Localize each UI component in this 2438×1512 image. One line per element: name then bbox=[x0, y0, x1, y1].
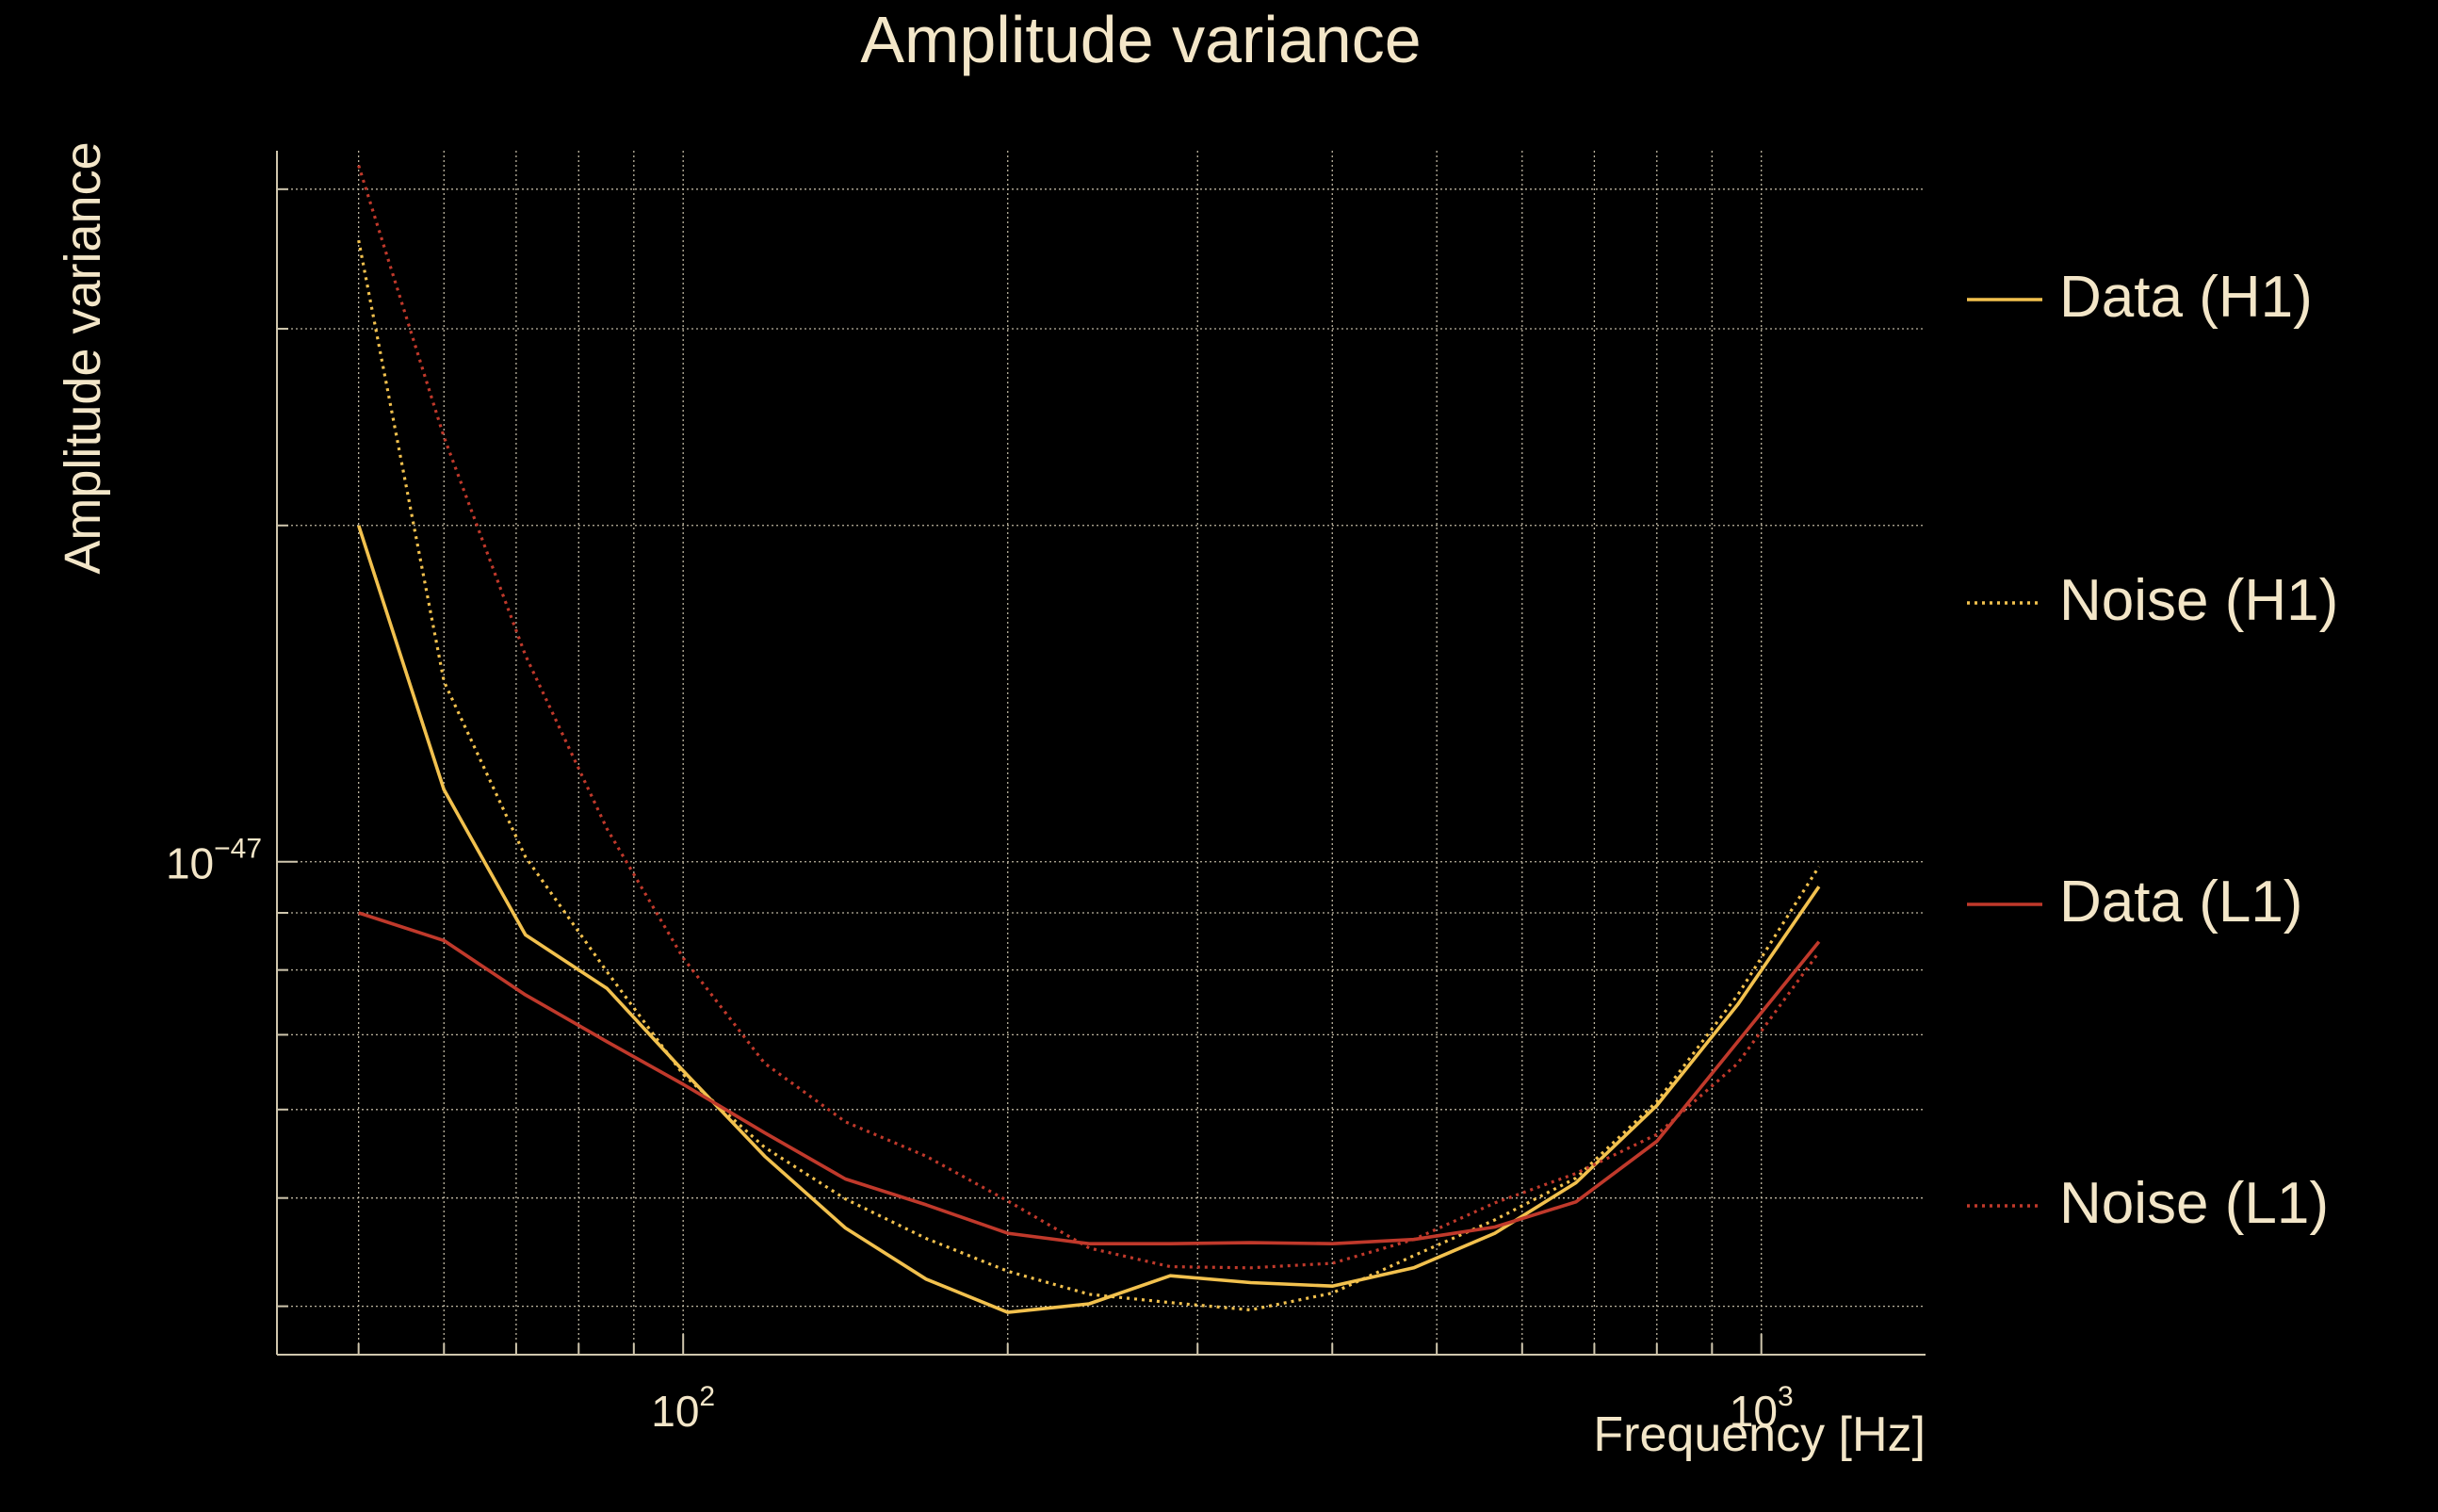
x-axis-label: Frequency [Hz] bbox=[1593, 1407, 1926, 1462]
y-axis-label: Amplitude variance bbox=[55, 141, 111, 574]
series-line-data-l1 bbox=[358, 911, 1821, 1245]
legend-label: Noise (H1) bbox=[2059, 568, 2338, 633]
series-line-data-h1 bbox=[356, 525, 1821, 1314]
grid-layer bbox=[277, 151, 1926, 1355]
legend-label: Data (L1) bbox=[2059, 870, 2302, 935]
series-line-noise-h1 bbox=[357, 239, 1821, 1312]
series-layer bbox=[356, 165, 1821, 1314]
tick-labels: 102 103 10−47 bbox=[166, 834, 1794, 1436]
y-tick-label: 10−47 bbox=[166, 834, 262, 888]
axes-layer bbox=[276, 151, 1926, 1356]
x-tick-label: 103 bbox=[1730, 1381, 1794, 1436]
legend-label: Noise (L1) bbox=[2059, 1171, 2329, 1236]
series-line-noise-l1 bbox=[357, 165, 1821, 1270]
x-tick-label: 102 bbox=[651, 1381, 715, 1436]
chart-title: Amplitude variance bbox=[860, 3, 1421, 76]
legend: Data (H1) Noise (H1) Data (L1) Noise (L1) bbox=[1967, 265, 2338, 1236]
legend-label: Data (H1) bbox=[2059, 265, 2313, 330]
